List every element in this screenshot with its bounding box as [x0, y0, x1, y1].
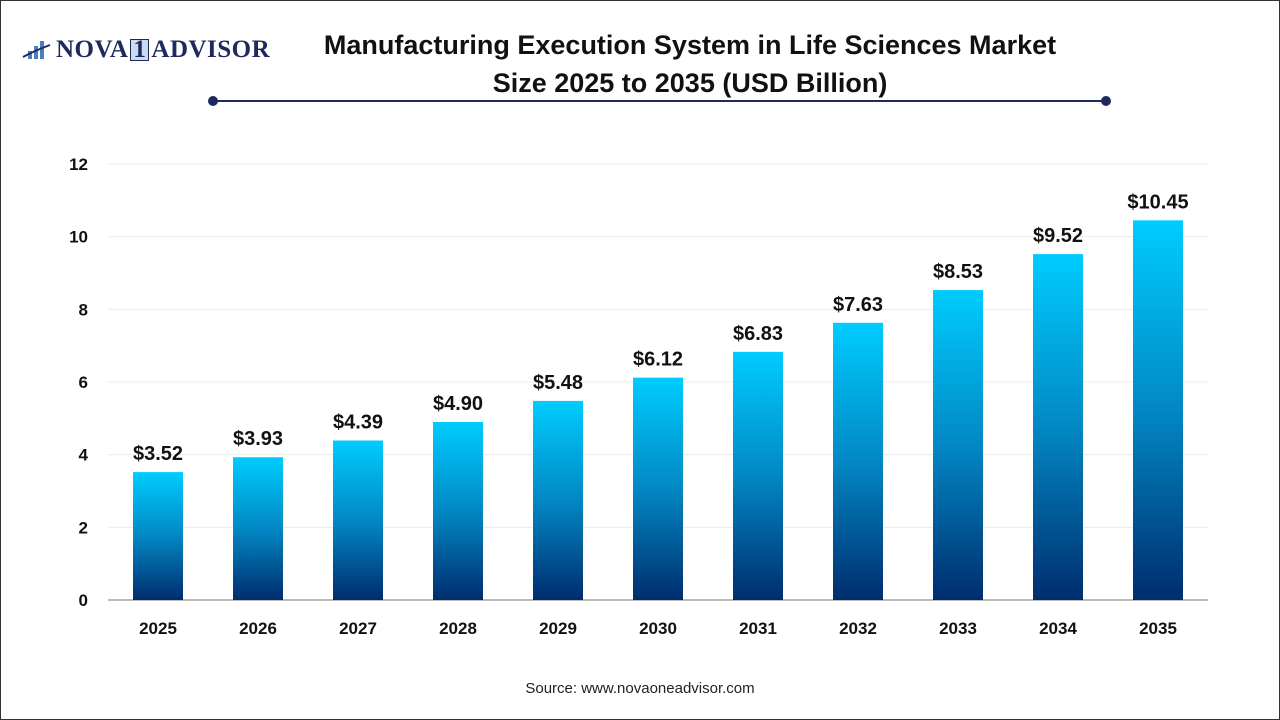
x-tick-label: 2027: [339, 619, 377, 638]
y-tick-label: 10: [69, 228, 88, 247]
y-tick-label: 8: [79, 300, 88, 319]
data-label: $9.52: [1033, 225, 1083, 247]
data-label: $4.39: [333, 411, 383, 433]
x-tick-label: 2026: [239, 619, 277, 638]
x-tick-label: 2034: [1039, 619, 1077, 638]
title-rule: [213, 100, 1106, 102]
data-label: $5.48: [533, 372, 583, 394]
bar: [533, 400, 583, 600]
data-label: $6.83: [733, 323, 783, 345]
y-tick-label: 12: [69, 155, 88, 174]
bar: [233, 457, 283, 600]
data-label: $3.93: [233, 428, 283, 450]
data-label: $7.63: [833, 294, 883, 316]
title-line-1: Manufacturing Execution System in Life S…: [323, 30, 1057, 60]
x-tick-label: 2033: [939, 619, 977, 638]
x-tick-label: 2028: [439, 619, 477, 638]
data-label: $10.45: [1127, 191, 1188, 213]
data-label: $8.53: [933, 261, 983, 283]
title-line-2: Size 2025 to 2035 (USD Billion): [492, 68, 888, 98]
chart-title: Manufacturing Execution System in Life S…: [300, 26, 1080, 102]
x-tick-label: 2035: [1139, 619, 1177, 638]
x-tick-label: 2030: [639, 619, 677, 638]
y-tick-label: 4: [79, 446, 89, 465]
bar: [333, 440, 383, 600]
source-note: Source: www.novaoneadvisor.com: [525, 680, 755, 697]
data-label: $3.52: [133, 443, 183, 465]
x-tick-label: 2031: [739, 619, 777, 638]
bar: [1033, 254, 1083, 600]
logo-text: NOVA 1 ADVISOR: [56, 36, 271, 63]
y-tick-label: 2: [79, 518, 88, 537]
bar-chart-logo-icon: [22, 41, 51, 59]
bar: [933, 290, 983, 600]
title-rule-dot-left: [208, 96, 218, 106]
bar: [733, 351, 783, 600]
bar: [833, 322, 883, 600]
bar: [1133, 220, 1183, 601]
logo: NOVA 1 ADVISOR: [22, 36, 270, 64]
x-tick-label: 2032: [839, 619, 877, 638]
x-tick-label: 2025: [139, 619, 177, 638]
y-tick-label: 6: [79, 373, 88, 392]
data-label: $6.12: [633, 349, 683, 371]
y-tick-label: 0: [79, 591, 88, 610]
bar: [133, 472, 183, 600]
x-tick-label: 2029: [539, 619, 577, 638]
bar: [433, 421, 483, 600]
title-rule-dot-right: [1101, 96, 1111, 106]
data-label: $4.90: [433, 393, 483, 415]
bar: [633, 377, 683, 600]
